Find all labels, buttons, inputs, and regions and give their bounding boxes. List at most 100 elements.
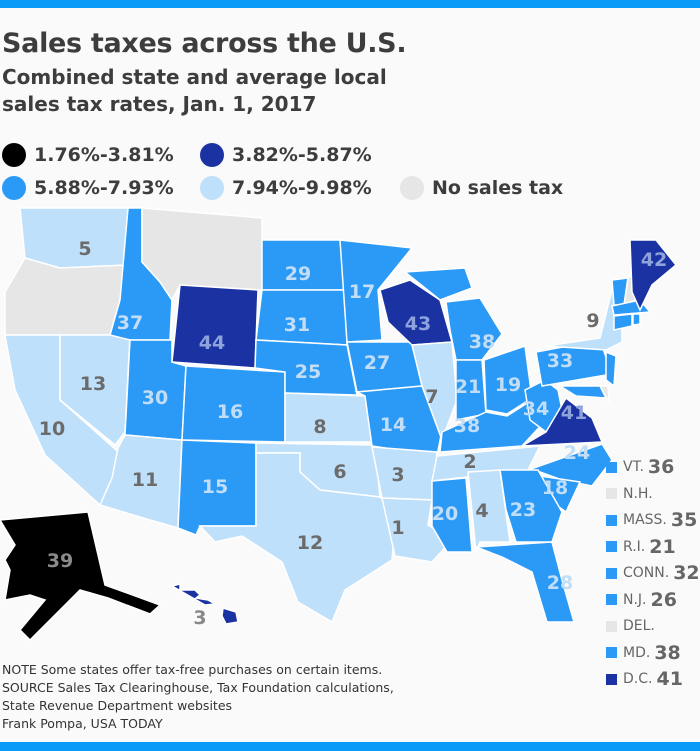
small-state-label: R.I. (623, 538, 646, 555)
state-rank-sd: 31 (284, 314, 310, 336)
legend-swatch (400, 176, 424, 200)
small-state-label: D.C. (623, 671, 653, 688)
state-rank-wa: 5 (78, 238, 91, 260)
state-va (521, 396, 604, 447)
state-rank-ak: 39 (47, 550, 73, 572)
state-rank-co: 16 (217, 401, 243, 423)
state-rank-hi: 3 (193, 607, 206, 629)
small-state-swatch (606, 673, 617, 685)
legend-label: No sales tax (432, 177, 564, 199)
page-subtitle: Combined state and average local sales t… (2, 65, 387, 116)
small-state-swatch (606, 541, 617, 553)
legend-item-medium: 5.88%-7.93% (2, 176, 174, 200)
small-state-label: MASS. (623, 512, 667, 529)
state-rank-ne: 25 (295, 361, 321, 383)
state-rank-il: 7 (425, 386, 438, 408)
state-rank-ny: 9 (586, 310, 599, 332)
bottom-accent-bar (0, 742, 700, 751)
state-rank-va: 41 (561, 402, 587, 424)
state-ks (284, 392, 373, 443)
notes: NOTE Some states offer tax-free purchase… (2, 661, 394, 733)
state-rank-wi: 43 (405, 313, 431, 335)
small-state-item: D.C. 41 (606, 666, 700, 693)
state-rank-nd: 29 (285, 263, 311, 285)
small-state-item: N.J. 26 (606, 587, 700, 614)
state-rank-wy: 44 (199, 332, 225, 354)
state-ak (0, 511, 162, 642)
state-rank-mn: 17 (349, 281, 375, 303)
page-title: Sales taxes across the U.S. (2, 28, 407, 59)
small-state-swatch (606, 620, 617, 632)
state-ny (545, 289, 623, 351)
legend-label: 3.82%-5.87% (232, 144, 372, 166)
small-state-item: MASS. 35 (606, 507, 700, 534)
state-tx (198, 452, 397, 624)
state-rank-ut: 30 (142, 387, 168, 409)
state-rank-in: 21 (455, 376, 481, 398)
state-rank-ms: 20 (432, 503, 458, 525)
small-state-swatch (606, 514, 617, 526)
state-al (467, 469, 511, 553)
state-hi (221, 607, 239, 625)
note-line: SOURCE Sales Tax Clearinghouse, Tax Foun… (2, 680, 394, 695)
small-state-rank: 21 (649, 535, 676, 558)
small-state-label: N.J. (623, 591, 647, 608)
legend-label: 7.94%-9.98% (232, 177, 372, 199)
state-ms (431, 477, 473, 553)
state-rank-az: 11 (132, 469, 158, 491)
legend-swatch (200, 143, 224, 167)
state-nj (605, 350, 617, 388)
state-rank-ga: 23 (510, 499, 536, 521)
state-oh (483, 344, 533, 415)
small-state-label: DEL. (623, 618, 655, 635)
state-rank-la: 1 (391, 517, 404, 539)
state-or (4, 257, 129, 336)
small-state-item: N.H. (606, 481, 700, 508)
note-line: NOTE Some states offer tax-free purchase… (2, 662, 383, 677)
small-states-list: VT. 36 N.H. MASS. 35 R.I. 21 CONN. 32 N.J. 26 DEL. M… (606, 454, 700, 693)
legend-item-dark: 3.82%-5.87% (200, 143, 372, 167)
small-state-item: R.I. 21 (606, 534, 700, 561)
state-rank-pa: 33 (547, 350, 573, 372)
small-state-rank: 41 (656, 668, 683, 691)
small-state-swatch (606, 594, 617, 606)
state-rank-wv: 34 (523, 398, 549, 420)
state-rank-ia: 27 (364, 352, 390, 374)
small-state-rank: 26 (650, 588, 677, 611)
small-state-label: MD. (623, 644, 651, 661)
state-il (411, 341, 458, 443)
legend-item-black: 1.76%-3.81% (2, 143, 174, 167)
legend-label: 5.88%-7.93% (34, 177, 174, 199)
small-state-item: CONN. 32 (606, 560, 700, 587)
small-state-label: N.H. (623, 485, 653, 502)
state-rank-nv: 13 (80, 373, 106, 395)
small-state-rank: 38 (654, 641, 681, 664)
legend-swatch (2, 176, 26, 200)
note-line: State Revenue Department websites (2, 698, 233, 713)
state-rank-oh: 19 (495, 374, 521, 396)
state-ct (613, 313, 633, 331)
small-state-item: MD. 38 (606, 640, 700, 667)
small-state-rank: 32 (673, 562, 700, 585)
top-accent-bar (0, 0, 700, 8)
small-state-label: VT. (623, 459, 644, 476)
state-rank-nc: 24 (564, 442, 590, 464)
small-state-swatch (606, 647, 617, 659)
small-state-swatch (606, 461, 617, 473)
legend-label: 1.76%-3.81% (34, 144, 174, 166)
state-rank-tx: 12 (297, 532, 323, 554)
state-rank-ca: 10 (39, 418, 65, 440)
state-mt (141, 207, 263, 302)
state-wy (171, 284, 259, 369)
small-state-swatch (606, 567, 617, 579)
state-fl (475, 541, 575, 623)
state-rank-al: 4 (475, 500, 488, 522)
legend-swatch (2, 143, 26, 167)
state-rank-ok: 6 (333, 461, 346, 483)
state-wa (19, 207, 129, 269)
state-mn (339, 239, 414, 343)
state-rank-fl: 28 (547, 572, 573, 594)
state-rank-mi: 38 (469, 331, 495, 353)
state-md (557, 385, 608, 399)
